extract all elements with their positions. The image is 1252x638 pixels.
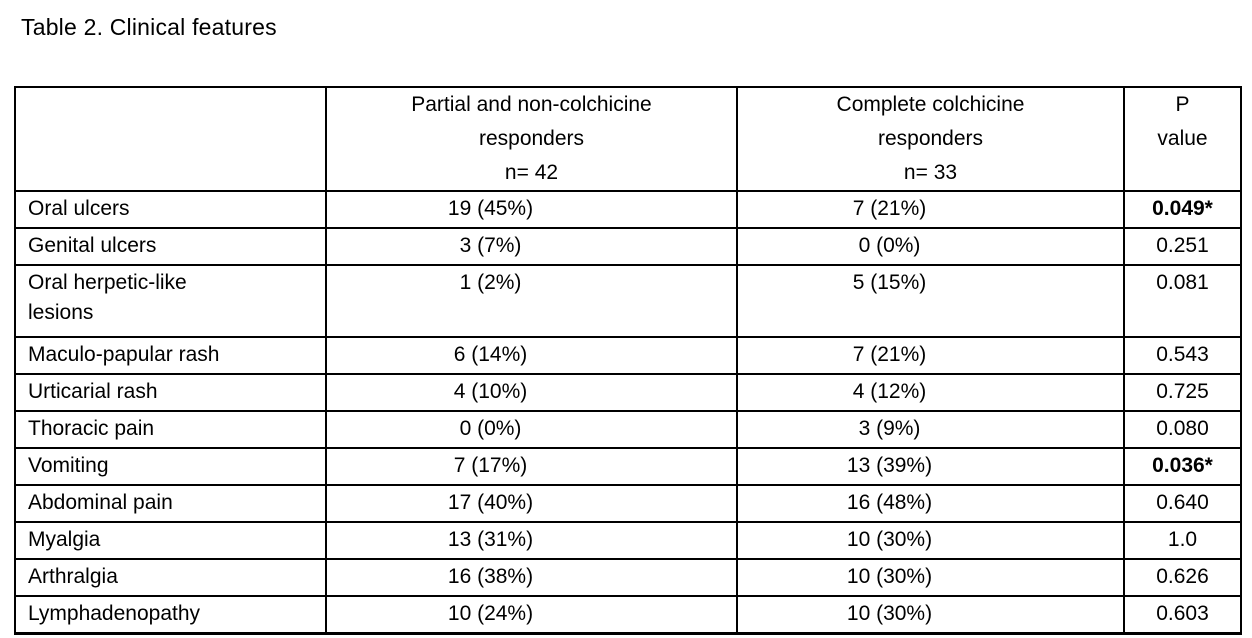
feature-cell: Arthralgia — [14, 558, 327, 597]
partial-value-cell: 10 (24%) — [325, 595, 738, 634]
table-row: Abdominal pain 17 (40%) 16 (48%) 0.640 — [14, 484, 1242, 523]
partial-value-cell: 17 (40%) — [325, 484, 738, 523]
partial-value-cell: 13 (31%) — [325, 521, 738, 560]
feature-cell: Abdominal pain — [14, 484, 327, 523]
feature-column-header — [14, 86, 327, 192]
table-row: Maculo-papular rash 6 (14%) 7 (21%) 0.54… — [14, 336, 1242, 375]
pvalue-cell: 0.543 — [1123, 336, 1242, 375]
complete-value-cell: 0 (0%) — [736, 227, 1125, 266]
complete-value-cell: 7 (21%) — [736, 190, 1125, 229]
table-row: Lymphadenopathy 10 (24%) 10 (30%) 0.603 — [14, 595, 1242, 634]
partial-value-cell: 19 (45%) — [325, 190, 738, 229]
pvalue-cell: 0.251 — [1123, 227, 1242, 266]
pvalue-cell: 0.725 — [1123, 373, 1242, 412]
table-row: Arthralgia 16 (38%) 10 (30%) 0.626 — [14, 558, 1242, 597]
feature-cell: Myalgia — [14, 521, 327, 560]
feature-cell: Lymphadenopathy — [14, 595, 327, 634]
complete-value-cell: 10 (30%) — [736, 595, 1125, 634]
pvalue-column-header: P value — [1123, 86, 1242, 192]
complete-value-cell: 10 (30%) — [736, 521, 1125, 560]
pvalue-cell: 0.603 — [1123, 595, 1242, 634]
pvalue-cell: 0.626 — [1123, 558, 1242, 597]
partial-value-cell: 0 (0%) — [325, 410, 738, 449]
partial-responders-column-header: Partial and non-colchicine responders n=… — [325, 86, 738, 192]
pvalue-cell: 0.640 — [1123, 484, 1242, 523]
pvalue-cell: 1.0 — [1123, 521, 1242, 560]
table-row: Vomiting 7 (17%) 13 (39%) 0.036* — [14, 447, 1242, 486]
clinical-features-table: Partial and non-colchicine responders n=… — [14, 86, 1242, 635]
partial-value-cell: 7 (17%) — [325, 447, 738, 486]
feature-cell: Maculo-papular rash — [14, 336, 327, 375]
pvalue-cell: 0.036* — [1123, 447, 1242, 486]
complete-value-cell: 7 (21%) — [736, 336, 1125, 375]
partial-value-cell: 1 (2%) — [325, 264, 738, 338]
pvalue-cell: 0.081 — [1123, 264, 1242, 338]
partial-value-cell: 4 (10%) — [325, 373, 738, 412]
table-row: Urticarial rash 4 (10%) 4 (12%) 0.725 — [14, 373, 1242, 412]
complete-value-cell: 16 (48%) — [736, 484, 1125, 523]
table-row: Oral herpetic-like lesions 1 (2%) 5 (15%… — [14, 264, 1242, 338]
feature-cell: Thoracic pain — [14, 410, 327, 449]
table-row: Thoracic pain 0 (0%) 3 (9%) 0.080 — [14, 410, 1242, 449]
table-header-row: Partial and non-colchicine responders n=… — [14, 86, 1242, 192]
pvalue-cell: 0.080 — [1123, 410, 1242, 449]
complete-value-cell: 5 (15%) — [736, 264, 1125, 338]
complete-value-cell: 13 (39%) — [736, 447, 1125, 486]
feature-cell: Genital ulcers — [14, 227, 327, 266]
pvalue-cell: 0.049* — [1123, 190, 1242, 229]
complete-value-cell: 3 (9%) — [736, 410, 1125, 449]
partial-value-cell: 3 (7%) — [325, 227, 738, 266]
table-row: Oral ulcers 19 (45%) 7 (21%) 0.049* — [14, 190, 1242, 229]
table-caption: Table 2. Clinical features — [21, 14, 277, 40]
table-row: Myalgia 13 (31%) 10 (30%) 1.0 — [14, 521, 1242, 560]
partial-value-cell: 6 (14%) — [325, 336, 738, 375]
complete-responders-column-header: Complete colchicine responders n= 33 — [736, 86, 1125, 192]
complete-value-cell: 10 (30%) — [736, 558, 1125, 597]
feature-cell: Oral herpetic-like lesions — [14, 264, 327, 338]
feature-cell: Urticarial rash — [14, 373, 327, 412]
partial-value-cell: 16 (38%) — [325, 558, 738, 597]
feature-cell: Oral ulcers — [14, 190, 327, 229]
feature-cell: Vomiting — [14, 447, 327, 486]
complete-value-cell: 4 (12%) — [736, 373, 1125, 412]
table-row: Genital ulcers 3 (7%) 0 (0%) 0.251 — [14, 227, 1242, 266]
